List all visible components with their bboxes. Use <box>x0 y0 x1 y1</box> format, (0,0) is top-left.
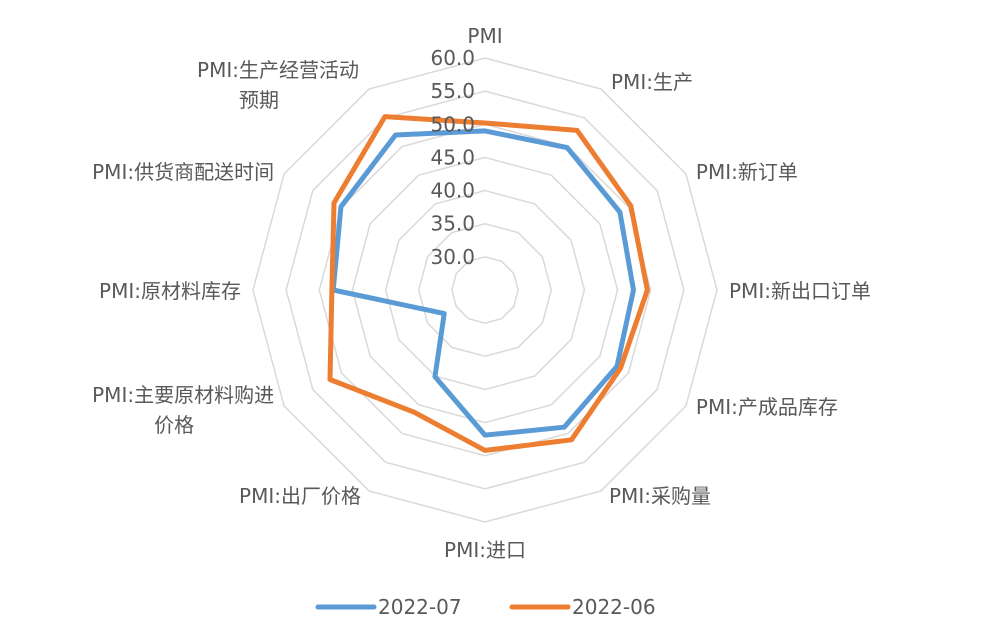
radial-tick-label: 50.0 <box>430 112 475 136</box>
category-label: PMI:主要原材料购进价格 <box>92 383 274 437</box>
radial-tick-label: 40.0 <box>430 179 475 203</box>
category-label: PMI:供货商配送时间 <box>92 160 274 184</box>
category-label: PMI:出厂价格 <box>239 484 361 508</box>
series-line-1 <box>327 114 650 453</box>
category-label: PMI <box>467 24 502 48</box>
category-label: PMI:生产 <box>611 70 693 94</box>
series-line-0 <box>330 128 636 438</box>
category-label: PMI:进口 <box>444 538 526 562</box>
radial-tick-label: 30.0 <box>430 245 475 269</box>
grid-ring-2 <box>384 189 586 391</box>
legend-label-0: 2022-07 <box>378 595 462 619</box>
category-label: PMI:新订单 <box>696 160 798 184</box>
grid-ring-3 <box>351 156 619 424</box>
category-label: PMI:原材料库存 <box>99 279 241 303</box>
radial-tick-label: 60.0 <box>430 46 475 70</box>
grid-ring-0 <box>451 256 519 324</box>
radial-tick-label: 55.0 <box>430 79 475 103</box>
radial-tick-label: 35.0 <box>430 212 475 236</box>
grid-ring-6 <box>252 57 718 523</box>
radial-tick-label: 45.0 <box>430 145 475 169</box>
category-label: PMI:产成品库存 <box>696 395 838 419</box>
category-label: PMI:生产经营活动预期 <box>197 58 359 112</box>
category-label: PMI:新出口订单 <box>729 279 871 303</box>
category-label: PMI:采购量 <box>609 484 711 508</box>
legend-label-1: 2022-06 <box>572 595 656 619</box>
grid-ring-1 <box>417 222 553 358</box>
grid-ring-5 <box>285 90 685 490</box>
